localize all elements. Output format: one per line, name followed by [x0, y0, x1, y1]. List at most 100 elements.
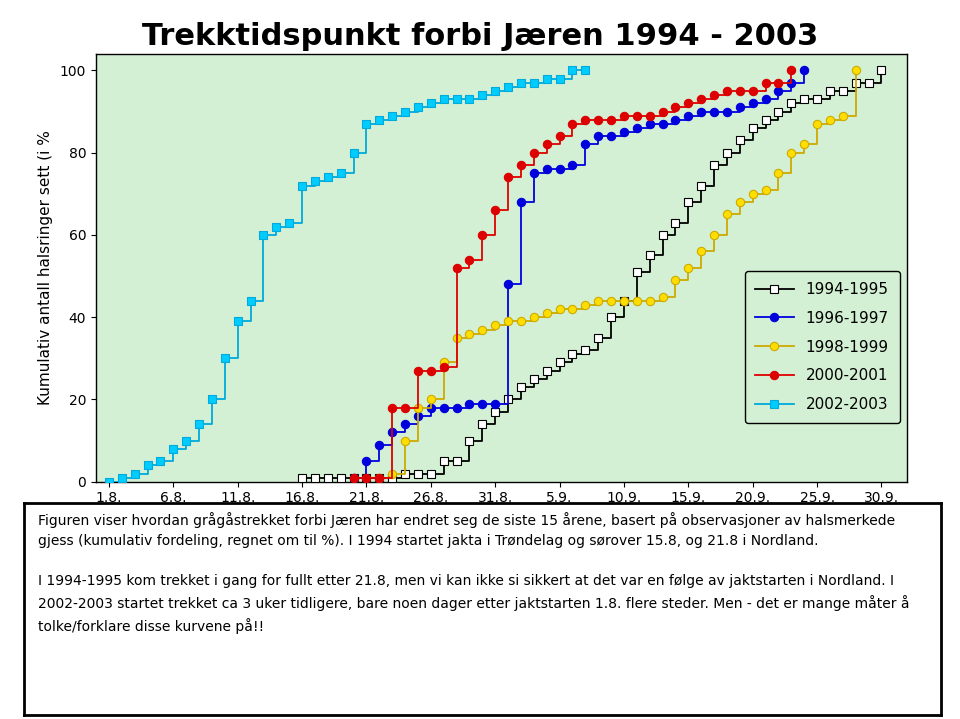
1994-1995: [502, 395, 514, 404]
1996-1997: [592, 132, 604, 140]
1998-1999: [657, 293, 668, 301]
2000-2001: [490, 206, 501, 214]
Line: 2000-2001: 2000-2001: [349, 66, 796, 482]
2002-2003: [193, 420, 204, 429]
1998-1999: [850, 66, 861, 75]
2002-2003: [155, 457, 166, 465]
1996-1997: [670, 116, 682, 124]
1998-1999: [528, 313, 540, 321]
2000-2001: [412, 367, 423, 375]
2000-2001: [386, 403, 397, 412]
1994-1995: [425, 470, 437, 478]
1996-1997: [476, 399, 488, 408]
2002-2003: [232, 317, 244, 326]
1994-1995: [335, 473, 347, 482]
2000-2001: [399, 403, 411, 412]
1994-1995: [773, 107, 784, 116]
1998-1999: [464, 329, 475, 338]
1994-1995: [476, 420, 488, 429]
1998-1999: [606, 296, 617, 305]
1994-1995: [554, 358, 565, 367]
1998-1999: [644, 296, 656, 305]
2000-2001: [695, 95, 707, 104]
2000-2001: [721, 86, 732, 95]
2000-2001: [540, 140, 552, 149]
1996-1997: [683, 111, 694, 120]
2000-2001: [502, 173, 514, 182]
2000-2001: [644, 111, 656, 120]
2002-2003: [142, 461, 154, 470]
Line: 2002-2003: 2002-2003: [105, 66, 589, 486]
1996-1997: [516, 198, 527, 206]
2002-2003: [283, 219, 295, 227]
1994-1995: [566, 350, 578, 359]
2000-2001: [747, 86, 758, 95]
1998-1999: [386, 470, 397, 478]
1996-1997: [399, 420, 411, 429]
2000-2001: [631, 111, 642, 120]
2000-2001: [554, 132, 565, 140]
2000-2001: [657, 107, 668, 116]
1996-1997: [412, 411, 423, 420]
2000-2001: [438, 362, 449, 371]
1998-1999: [516, 317, 527, 326]
1994-1995: [309, 473, 321, 482]
Line: 1996-1997: 1996-1997: [349, 66, 808, 482]
1996-1997: [451, 403, 463, 412]
1998-1999: [799, 140, 810, 149]
1994-1995: [837, 86, 849, 95]
1996-1997: [438, 403, 449, 412]
1998-1999: [837, 111, 849, 120]
2002-2003: [257, 231, 269, 239]
2000-2001: [670, 103, 682, 111]
1998-1999: [825, 116, 836, 124]
1996-1997: [348, 473, 359, 482]
Line: 1994-1995: 1994-1995: [298, 66, 886, 482]
1996-1997: [773, 86, 784, 95]
1996-1997: [618, 128, 630, 137]
2002-2003: [322, 173, 333, 182]
1996-1997: [721, 107, 732, 116]
1996-1997: [785, 78, 797, 87]
1998-1999: [683, 264, 694, 273]
1994-1995: [373, 473, 385, 482]
1994-1995: [516, 383, 527, 391]
1994-1995: [528, 375, 540, 383]
Line: 1998-1999: 1998-1999: [375, 66, 860, 482]
1998-1999: [785, 148, 797, 157]
2000-2001: [683, 99, 694, 108]
1996-1997: [566, 160, 578, 169]
1994-1995: [644, 251, 656, 260]
2000-2001: [618, 111, 630, 120]
2002-2003: [540, 74, 552, 83]
1994-1995: [657, 231, 668, 239]
Legend: 1994-1995, 1996-1997, 1998-1999, 2000-2001, 2002-2003: 1994-1995, 1996-1997, 1998-1999, 2000-20…: [745, 271, 900, 423]
1996-1997: [386, 428, 397, 436]
1994-1995: [734, 136, 746, 145]
1996-1997: [606, 132, 617, 140]
2000-2001: [592, 116, 604, 124]
1998-1999: [399, 436, 411, 445]
2000-2001: [373, 473, 385, 482]
1998-1999: [773, 169, 784, 178]
2002-2003: [167, 444, 179, 453]
1998-1999: [747, 190, 758, 198]
1994-1995: [464, 436, 475, 445]
2000-2001: [759, 78, 771, 87]
1994-1995: [322, 473, 333, 482]
1998-1999: [554, 305, 565, 313]
2002-2003: [438, 95, 449, 104]
2002-2003: [490, 86, 501, 95]
Y-axis label: Kumulativ antall halsringer sett (i %: Kumulativ antall halsringer sett (i %: [38, 130, 53, 406]
1994-1995: [670, 219, 682, 227]
1998-1999: [631, 296, 642, 305]
1996-1997: [631, 124, 642, 132]
2002-2003: [348, 148, 359, 157]
1996-1997: [799, 66, 810, 75]
1994-1995: [695, 181, 707, 190]
2002-2003: [464, 95, 475, 104]
2000-2001: [708, 91, 720, 99]
1994-1995: [631, 267, 642, 276]
2000-2001: [734, 86, 746, 95]
1998-1999: [721, 210, 732, 219]
